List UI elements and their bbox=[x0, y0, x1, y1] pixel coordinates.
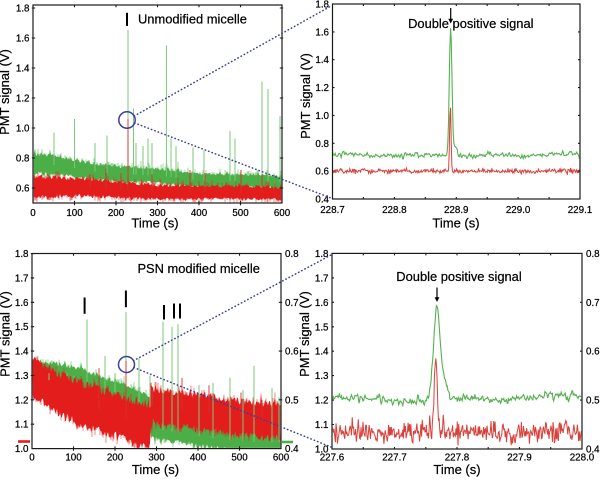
svg-text:1.8: 1.8 bbox=[315, 249, 329, 260]
svg-text:1.0: 1.0 bbox=[15, 444, 29, 455]
svg-text:228.8: 228.8 bbox=[382, 205, 407, 216]
svg-text:1.6: 1.6 bbox=[15, 298, 29, 309]
svg-text:1.6: 1.6 bbox=[16, 34, 30, 45]
svg-text:227.9: 227.9 bbox=[507, 453, 532, 464]
svg-text:1.8: 1.8 bbox=[16, 4, 30, 15]
svg-text:200: 200 bbox=[107, 453, 124, 464]
svg-text:300: 300 bbox=[148, 453, 165, 464]
svg-text:1.4: 1.4 bbox=[16, 64, 30, 75]
svg-text:1.7: 1.7 bbox=[15, 273, 29, 284]
svg-text:500: 500 bbox=[232, 208, 249, 219]
svg-text:0.8: 0.8 bbox=[586, 249, 600, 260]
svg-text:0.6: 0.6 bbox=[16, 184, 30, 195]
svg-text:PMT signal (V): PMT signal (V) bbox=[0, 291, 13, 377]
svg-text:1.2: 1.2 bbox=[315, 83, 329, 94]
svg-text:1.0: 1.0 bbox=[315, 111, 329, 122]
svg-text:1.1: 1.1 bbox=[15, 420, 29, 431]
svg-text:227.8: 227.8 bbox=[445, 453, 470, 464]
svg-text:Time (s): Time (s) bbox=[432, 216, 479, 231]
svg-text:0.4: 0.4 bbox=[586, 445, 600, 456]
svg-text:0.6: 0.6 bbox=[285, 347, 299, 358]
svg-text:0.6: 0.6 bbox=[586, 347, 600, 358]
svg-text:1.4: 1.4 bbox=[315, 347, 329, 358]
svg-text:Unmodified micelle: Unmodified micelle bbox=[138, 12, 247, 27]
svg-text:Double positive signal: Double positive signal bbox=[408, 16, 533, 31]
svg-text:1.4: 1.4 bbox=[15, 347, 29, 358]
svg-text:100: 100 bbox=[65, 453, 82, 464]
svg-text:1.2: 1.2 bbox=[16, 94, 30, 105]
svg-text:1.3: 1.3 bbox=[15, 371, 29, 382]
svg-text:0.6: 0.6 bbox=[315, 167, 329, 178]
svg-text:228.0: 228.0 bbox=[570, 453, 595, 464]
svg-text:1.4: 1.4 bbox=[315, 55, 329, 66]
svg-text:0.4: 0.4 bbox=[315, 195, 329, 206]
svg-text:Double positive signal: Double positive signal bbox=[396, 269, 521, 284]
svg-text:0: 0 bbox=[30, 208, 36, 219]
svg-text:1.8: 1.8 bbox=[315, 0, 329, 10]
svg-text:1.7: 1.7 bbox=[315, 273, 329, 284]
svg-text:0.8: 0.8 bbox=[16, 154, 30, 165]
svg-text:1.5: 1.5 bbox=[315, 322, 329, 333]
svg-text:Time (s): Time (s) bbox=[433, 462, 480, 477]
svg-text:500: 500 bbox=[231, 453, 248, 464]
svg-text:200: 200 bbox=[108, 208, 125, 219]
svg-text:100: 100 bbox=[66, 208, 83, 219]
svg-text:1.1: 1.1 bbox=[315, 420, 329, 431]
svg-text:0.5: 0.5 bbox=[285, 395, 299, 406]
svg-text:600: 600 bbox=[273, 453, 290, 464]
svg-text:229.0: 229.0 bbox=[506, 205, 531, 216]
svg-text:PMT signal (V): PMT signal (V) bbox=[0, 49, 12, 135]
svg-text:0.7: 0.7 bbox=[285, 298, 299, 309]
svg-text:Time (s): Time (s) bbox=[131, 216, 178, 231]
svg-text:600: 600 bbox=[274, 208, 291, 219]
svg-text:0.8: 0.8 bbox=[285, 249, 299, 260]
svg-text:PSN modified micelle: PSN modified micelle bbox=[137, 261, 260, 276]
svg-text:1.8: 1.8 bbox=[15, 249, 29, 260]
svg-text:1.0: 1.0 bbox=[315, 445, 329, 456]
svg-text:300: 300 bbox=[149, 208, 166, 219]
svg-text:Time (s): Time (s) bbox=[132, 462, 179, 477]
svg-text:1.5: 1.5 bbox=[15, 322, 29, 333]
svg-text:0.8: 0.8 bbox=[315, 139, 329, 150]
svg-text:PMT signal (V): PMT signal (V) bbox=[298, 53, 313, 139]
svg-text:0.4: 0.4 bbox=[285, 444, 299, 455]
svg-text:400: 400 bbox=[190, 453, 207, 464]
svg-text:0.5: 0.5 bbox=[586, 396, 600, 407]
svg-text:227.6: 227.6 bbox=[320, 453, 345, 464]
svg-text:1.6: 1.6 bbox=[315, 27, 329, 38]
svg-text:227.7: 227.7 bbox=[382, 453, 407, 464]
svg-text:229.1: 229.1 bbox=[568, 205, 593, 216]
svg-text:PMT signal (V): PMT signal (V) bbox=[297, 291, 312, 377]
svg-text:228.9: 228.9 bbox=[444, 205, 469, 216]
svg-text:228.7: 228.7 bbox=[320, 205, 345, 216]
svg-text:1.0: 1.0 bbox=[16, 124, 30, 135]
svg-text:0.7: 0.7 bbox=[586, 298, 600, 309]
svg-text:400: 400 bbox=[191, 208, 208, 219]
svg-text:1.2: 1.2 bbox=[15, 395, 29, 406]
svg-text:1.2: 1.2 bbox=[315, 396, 329, 407]
svg-text:1.6: 1.6 bbox=[315, 298, 329, 309]
svg-text:1.3: 1.3 bbox=[315, 371, 329, 382]
svg-text:0: 0 bbox=[29, 453, 35, 464]
